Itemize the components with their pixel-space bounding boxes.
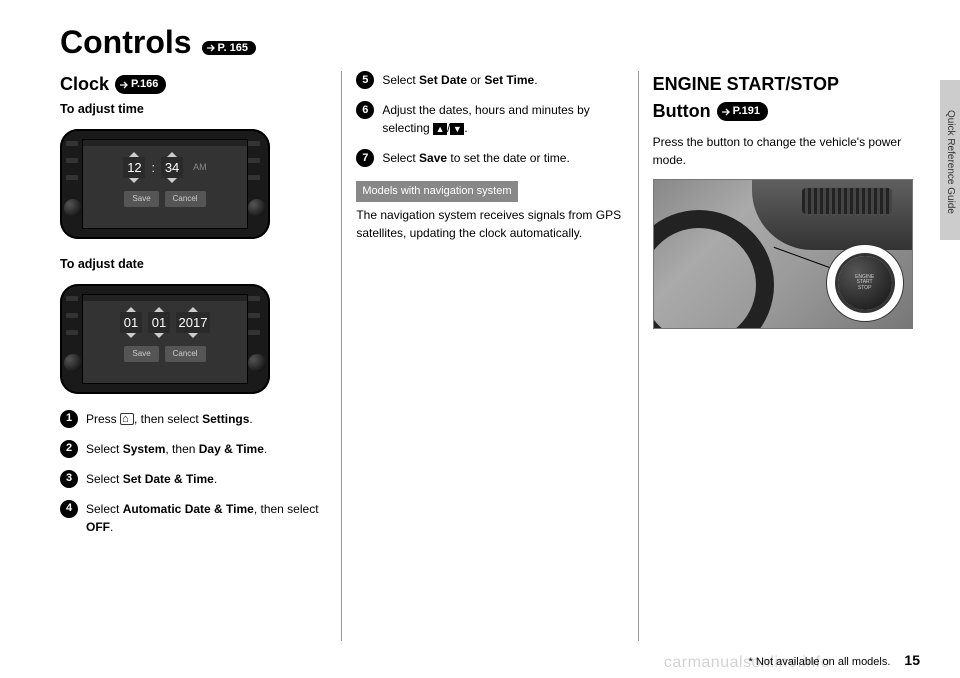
step-3: 3 Select Set Date & Time.	[60, 470, 327, 488]
side-tab-label: Quick Reference Guide	[945, 110, 956, 214]
engine-start-stop-button-icon: ENGINE START STOP	[838, 256, 892, 310]
page-title-row: Controls P. 165	[60, 24, 920, 61]
up-arrow-icon: ▲	[433, 123, 447, 135]
adjust-date-label: To adjust date	[60, 255, 327, 274]
footer: * Not available on all models. 15	[749, 652, 920, 668]
knob-right-icon	[248, 354, 266, 372]
clock-ref-arrow-icon	[119, 80, 129, 90]
engine-ref-badge: P.191	[717, 102, 768, 121]
knob-left-icon	[64, 199, 82, 217]
page: Quick Reference Guide Controls P. 165 Cl…	[0, 0, 960, 678]
step-number: 2	[60, 440, 78, 458]
adjust-time-label: To adjust time	[60, 100, 327, 119]
engine-heading-row: ENGINE START/STOP Button P.191	[653, 71, 920, 125]
home-icon	[120, 413, 134, 425]
time-save-button: Save	[124, 191, 158, 207]
step-1: 1 Press , then select Settings.	[60, 410, 327, 428]
date-yyyy: 2017	[176, 312, 210, 334]
step-text: Select Set Date or Set Time.	[382, 71, 623, 89]
knob-left-icon	[64, 354, 82, 372]
step-number: 6	[356, 101, 374, 119]
engine-photo: ENGINE START STOP	[653, 179, 913, 329]
clock-heading: Clock	[60, 71, 109, 98]
page-ref-badge: P. 165	[202, 41, 256, 55]
step-text: Press , then select Settings.	[86, 410, 327, 428]
step-number: 4	[60, 500, 78, 518]
step-text: Select System, then Day & Time.	[86, 440, 327, 458]
nav-system-tag: Models with navigation system	[356, 181, 517, 202]
knob-right-icon	[248, 199, 266, 217]
clock-ref-text: P.166	[131, 76, 158, 93]
column-1: Clock P.166 To adjust time 12 : 34	[60, 71, 341, 641]
step-4: 4 Select Automatic Date & Time, then sel…	[60, 500, 327, 536]
columns: Clock P.166 To adjust time 12 : 34	[60, 71, 920, 641]
step-7: 7 Select Save to set the date or time.	[356, 149, 623, 167]
date-save-button: Save	[124, 346, 158, 362]
step-number: 5	[356, 71, 374, 89]
date-cancel-button: Cancel	[165, 346, 206, 362]
down-arrow-icon: ▼	[450, 123, 464, 135]
engine-ref-arrow-icon	[721, 107, 731, 117]
footnote: * Not available on all models.	[749, 656, 891, 668]
engine-body-text: Press the button to change the vehicle's…	[653, 133, 920, 169]
step-text: Select Save to set the date or time.	[382, 149, 623, 167]
step-5: 5 Select Set Date or Set Time.	[356, 71, 623, 89]
date-dd: 01	[148, 312, 170, 334]
engine-heading-line1: ENGINE START/STOP	[653, 71, 920, 98]
page-ref-arrow-icon	[206, 43, 216, 53]
page-ref-text: P. 165	[218, 42, 248, 54]
clock-heading-row: Clock P.166	[60, 71, 327, 98]
display-unit-date: 01 01 2017 Save Cancel	[60, 284, 270, 394]
time-mm: 34	[161, 157, 183, 179]
step-text: Select Set Date & Time.	[86, 470, 327, 488]
time-ampm: AM	[193, 161, 207, 175]
engine-heading-line2: Button	[653, 98, 711, 125]
column-3: ENGINE START/STOP Button P.191 Press the…	[639, 71, 920, 641]
step-number: 7	[356, 149, 374, 167]
step-number: 1	[60, 410, 78, 428]
step-text: Adjust the dates, hours and minutes by s…	[382, 101, 623, 137]
step-text: Select Automatic Date & Time, then selec…	[86, 500, 327, 536]
step-2: 2 Select System, then Day & Time.	[60, 440, 327, 458]
clock-ref-badge: P.166	[115, 75, 166, 94]
page-number: 15	[904, 652, 920, 668]
date-mm: 01	[120, 312, 142, 334]
column-2: 5 Select Set Date or Set Time. 6 Adjust …	[341, 71, 638, 641]
time-screen: 12 : 34 AM Save Cancel	[82, 139, 248, 229]
display-unit-time: 12 : 34 AM Save Cancel	[60, 129, 270, 239]
nav-system-text: The navigation system receives signals f…	[356, 206, 623, 242]
engine-button-callout: ENGINE START STOP	[826, 244, 904, 322]
time-hh: 12	[123, 157, 145, 179]
step-6: 6 Adjust the dates, hours and minutes by…	[356, 101, 623, 137]
step-number: 3	[60, 470, 78, 488]
page-title: Controls	[60, 24, 192, 61]
date-screen: 01 01 2017 Save Cancel	[82, 294, 248, 384]
engine-ref-text: P.191	[733, 103, 760, 120]
time-cancel-button: Cancel	[165, 191, 206, 207]
